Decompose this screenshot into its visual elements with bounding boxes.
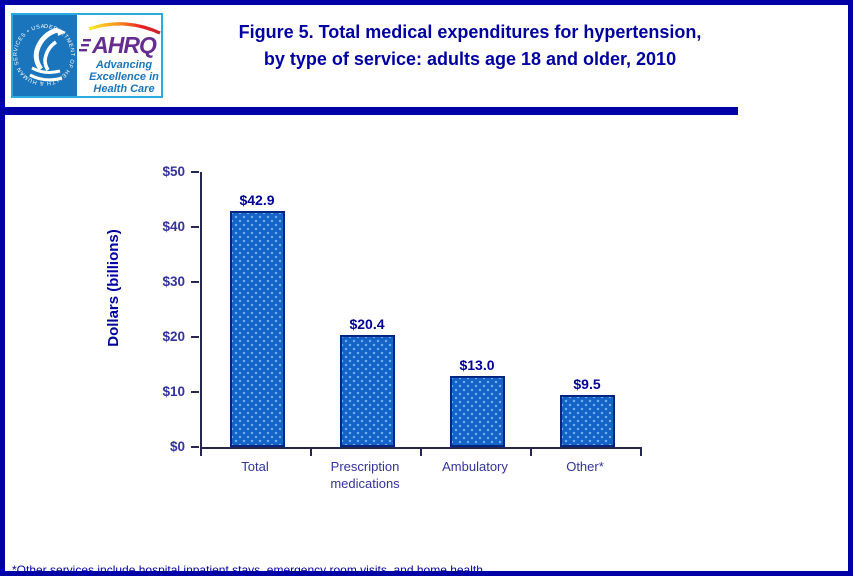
figure-title-line1: Figure 5. Total medical expenditures for… — [238, 22, 702, 42]
y-tick-mark — [191, 171, 199, 173]
x-tick-mark — [200, 449, 202, 456]
footnote-other-services: *Other services include hospital inpatie… — [12, 563, 483, 576]
bar — [559, 394, 615, 447]
bar-value-label: $20.4 — [349, 315, 385, 332]
ahrq-hhs-logo: DEPARTMENT OF HEALTH & HUMAN SERVICES • … — [11, 13, 163, 98]
figure-title-line2: by type of service: adults age 18 and ol… — [263, 49, 677, 69]
ahrq-acronym: AHRQ — [91, 32, 157, 58]
y-tick-label: $50 — [162, 164, 185, 179]
x-tick-mark — [640, 449, 642, 456]
category-label: Ambulatory — [442, 459, 508, 474]
category-label: Prescription medications — [330, 459, 400, 491]
bar-slot: $20.4 — [312, 172, 422, 447]
header-divider — [5, 107, 738, 115]
y-tick-label: $10 — [162, 384, 185, 399]
bar — [229, 211, 285, 447]
footnotes: *Other services include hospital inpatie… — [12, 528, 842, 576]
y-tick-mark — [191, 446, 199, 448]
y-axis-title: Dollars (billions) — [105, 229, 122, 347]
y-tick-mark — [191, 391, 199, 393]
x-tick-mark — [530, 449, 532, 456]
bar — [339, 334, 395, 447]
bar-slot: $13.0 — [422, 172, 532, 447]
y-tick-mark — [191, 226, 199, 228]
bar-value-label: $42.9 — [239, 192, 275, 209]
y-tick-label: $20 — [162, 329, 185, 344]
category-label: Other* — [566, 459, 604, 474]
x-tick-mark — [420, 449, 422, 456]
ahrq-tagline-line3: Health Care — [93, 83, 154, 95]
bar-slot: $9.5 — [532, 172, 642, 447]
y-tick-mark — [191, 281, 199, 283]
bar-value-label: $13.0 — [459, 356, 495, 373]
y-tick-label: $0 — [169, 439, 185, 454]
bar-value-label: $9.5 — [573, 375, 601, 392]
bar — [449, 375, 505, 447]
figure-title: Figure 5. Total medical expenditures for… — [170, 19, 770, 73]
ahrq-tagline-line2: Excellence in — [89, 71, 159, 83]
plot-area: $42.9 $20.4 $13.0 $9.5 — [200, 172, 642, 449]
y-tick-label: $30 — [162, 274, 185, 289]
ahrq-wordmark: AHRQ Advancing Excellence in Health Care — [79, 22, 161, 95]
x-tick-mark — [310, 449, 312, 456]
bar-slot: $42.9 — [202, 172, 312, 447]
y-tick-mark — [191, 336, 199, 338]
y-tick-label: $40 — [162, 219, 185, 234]
hhs-eagle-icon: DEPARTMENT OF HEALTH & HUMAN SERVICES • … — [13, 15, 77, 96]
rainbow-arc-icon — [88, 22, 161, 35]
category-label: Total — [241, 459, 269, 474]
x-axis-category-labels: Total Prescription medications Ambulatory O… — [200, 458, 640, 492]
ahrq-tagline-line1: Advancing — [95, 59, 153, 71]
